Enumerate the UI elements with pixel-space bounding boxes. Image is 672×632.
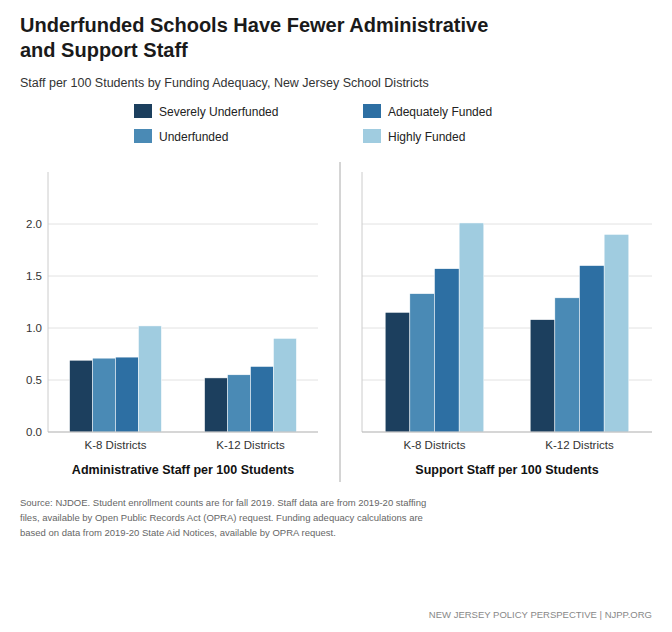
bars <box>70 326 297 432</box>
legend-swatch <box>363 129 381 143</box>
legend-swatch <box>363 104 381 118</box>
source-note: Source: NJDOE. Student enrollment counts… <box>20 497 426 538</box>
x-tick-label: K-8 Districts <box>404 439 466 451</box>
bar <box>580 266 605 432</box>
bar <box>93 358 116 432</box>
x-axis-label: Administrative Staff per 100 Students <box>72 463 294 477</box>
legend-label: Severely Underfunded <box>159 105 278 119</box>
source-line: based on data from 2019-20 State Aid Not… <box>20 527 336 538</box>
grid-line <box>48 328 318 329</box>
title-line: Underfunded Schools Have Fewer Administr… <box>20 14 488 36</box>
source-line: Source: NJDOE. Student enrollment counts… <box>20 497 426 508</box>
grid-line <box>362 432 652 433</box>
y-tick-label: 0.5 <box>26 374 42 386</box>
bar <box>530 320 555 432</box>
grid-line <box>48 276 318 277</box>
legend-label: Underfunded <box>159 130 228 144</box>
y-tick-label: 1.0 <box>26 322 42 334</box>
grid-line <box>362 224 652 225</box>
x-axis-label: Support Staff per 100 Students <box>415 463 598 477</box>
subtitle: Staff per 100 Students by Funding Adequa… <box>20 76 429 90</box>
title-line: and Support Staff <box>20 39 188 61</box>
legend-label: Highly Funded <box>388 130 465 144</box>
x-axis-line <box>362 432 652 433</box>
x-axis-line <box>48 432 318 433</box>
x-tick-label: K-12 Districts <box>545 439 614 451</box>
footer: NEW JERSEY POLICY PERSPECTIVE | NJPP.ORG <box>429 609 652 620</box>
y-tick-label: 0.0 <box>26 426 42 438</box>
legend-label: Adequately Funded <box>388 105 492 119</box>
bar <box>228 375 251 432</box>
bar <box>410 294 435 432</box>
bar <box>138 326 161 432</box>
bar <box>604 234 629 432</box>
bar <box>251 366 274 432</box>
grid-line <box>48 432 318 433</box>
y-tick-label: 1.5 <box>26 270 42 282</box>
legend-swatch <box>134 129 152 143</box>
panel-divider <box>340 162 341 482</box>
bars <box>385 223 629 432</box>
legend-swatch <box>134 104 152 118</box>
panel: 0.0 0.5 1.0 1.5 2.0 K-8 Districts K-12 Distric… <box>26 172 318 477</box>
y-axis-line <box>48 172 49 432</box>
bar <box>555 298 580 432</box>
chart-root: Underfunded Schools Have Fewer Administr… <box>0 0 672 632</box>
bar <box>205 378 228 432</box>
x-tick-label: K-8 Districts <box>85 439 147 451</box>
bar <box>70 360 93 432</box>
source-line: files, available by Open Public Records … <box>20 512 423 523</box>
y-axis-line <box>362 172 363 432</box>
title: Underfunded Schools Have Fewer Administr… <box>20 14 488 61</box>
grid-line <box>48 224 318 225</box>
y-tick-label: 2.0 <box>26 218 42 230</box>
bar <box>385 312 410 432</box>
x-tick-label: K-12 Districts <box>216 439 285 451</box>
bar <box>273 338 296 432</box>
bar <box>116 357 139 432</box>
legend: Severely Underfunded Underfunded Adequatel… <box>134 104 492 144</box>
bar <box>435 269 460 432</box>
bar <box>459 223 484 432</box>
panel: K-8 Districts K-12 Districts Support Staff… <box>362 172 652 477</box>
